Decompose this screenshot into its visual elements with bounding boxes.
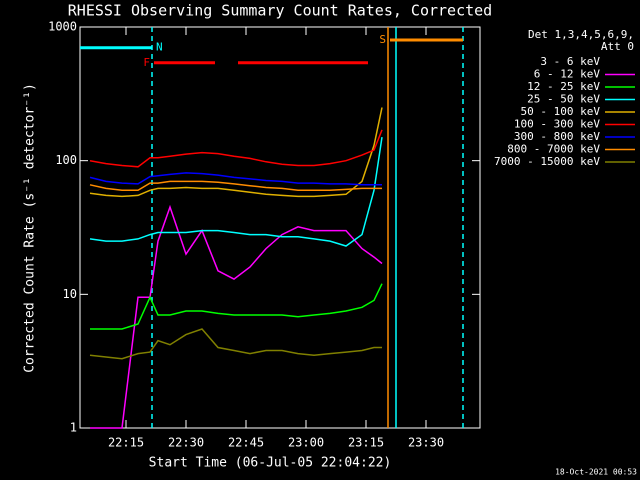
series-line bbox=[90, 204, 383, 429]
y-tick-label: 1 bbox=[70, 421, 77, 435]
series-line bbox=[89, 136, 383, 247]
legend-label: 800 - 7000 keV bbox=[507, 143, 600, 156]
legend-label: 300 - 800 keV bbox=[514, 130, 600, 143]
series-line bbox=[89, 129, 383, 168]
legend-label: 12 - 25 keV bbox=[527, 80, 600, 93]
y-tick-label: 10 bbox=[63, 287, 77, 301]
series-line bbox=[89, 107, 383, 198]
x-tick-label: 23:30 bbox=[408, 436, 444, 450]
series-line bbox=[89, 172, 382, 186]
series-line bbox=[90, 283, 383, 330]
legend-header: Att 0 bbox=[601, 40, 634, 53]
legend-header: Det 1,3,4,5,6,9, bbox=[528, 28, 634, 41]
series-line bbox=[89, 328, 382, 360]
chart-title: RHESSI Observing Summary Count Rates, Co… bbox=[68, 2, 492, 20]
legend-label: 100 - 300 keV bbox=[514, 118, 600, 131]
x-tick-label: 23:00 bbox=[288, 436, 324, 450]
x-tick-label: 23:15 bbox=[348, 436, 384, 450]
interval-label: S bbox=[379, 33, 386, 46]
legend-label: 7000 - 15000 keV bbox=[494, 155, 600, 168]
plot-frame bbox=[79, 26, 481, 429]
x-tick-label: 22:30 bbox=[168, 436, 204, 450]
legend-label: 50 - 100 keV bbox=[521, 105, 601, 118]
legend-label: 6 - 12 keV bbox=[534, 68, 601, 81]
y-tick-label: 100 bbox=[55, 153, 77, 167]
series-line bbox=[89, 180, 382, 192]
legend-label: 3 - 6 keV bbox=[540, 55, 600, 68]
x-tick-label: 22:15 bbox=[108, 436, 144, 450]
interval-label: N bbox=[156, 41, 163, 54]
x-tick-label: 22:45 bbox=[228, 436, 264, 450]
y-axis-label: Corrected Count Rate (s⁻¹ detector⁻¹) bbox=[23, 83, 38, 373]
legend-label: 25 - 50 keV bbox=[527, 93, 600, 106]
interval-label: F bbox=[143, 56, 150, 69]
y-tick-label: 1000 bbox=[48, 20, 77, 34]
x-axis-label: Start Time (06-Jul-05 22:04:22) bbox=[149, 456, 392, 471]
footer: 18-Oct-2021 00:53 bbox=[555, 468, 637, 477]
